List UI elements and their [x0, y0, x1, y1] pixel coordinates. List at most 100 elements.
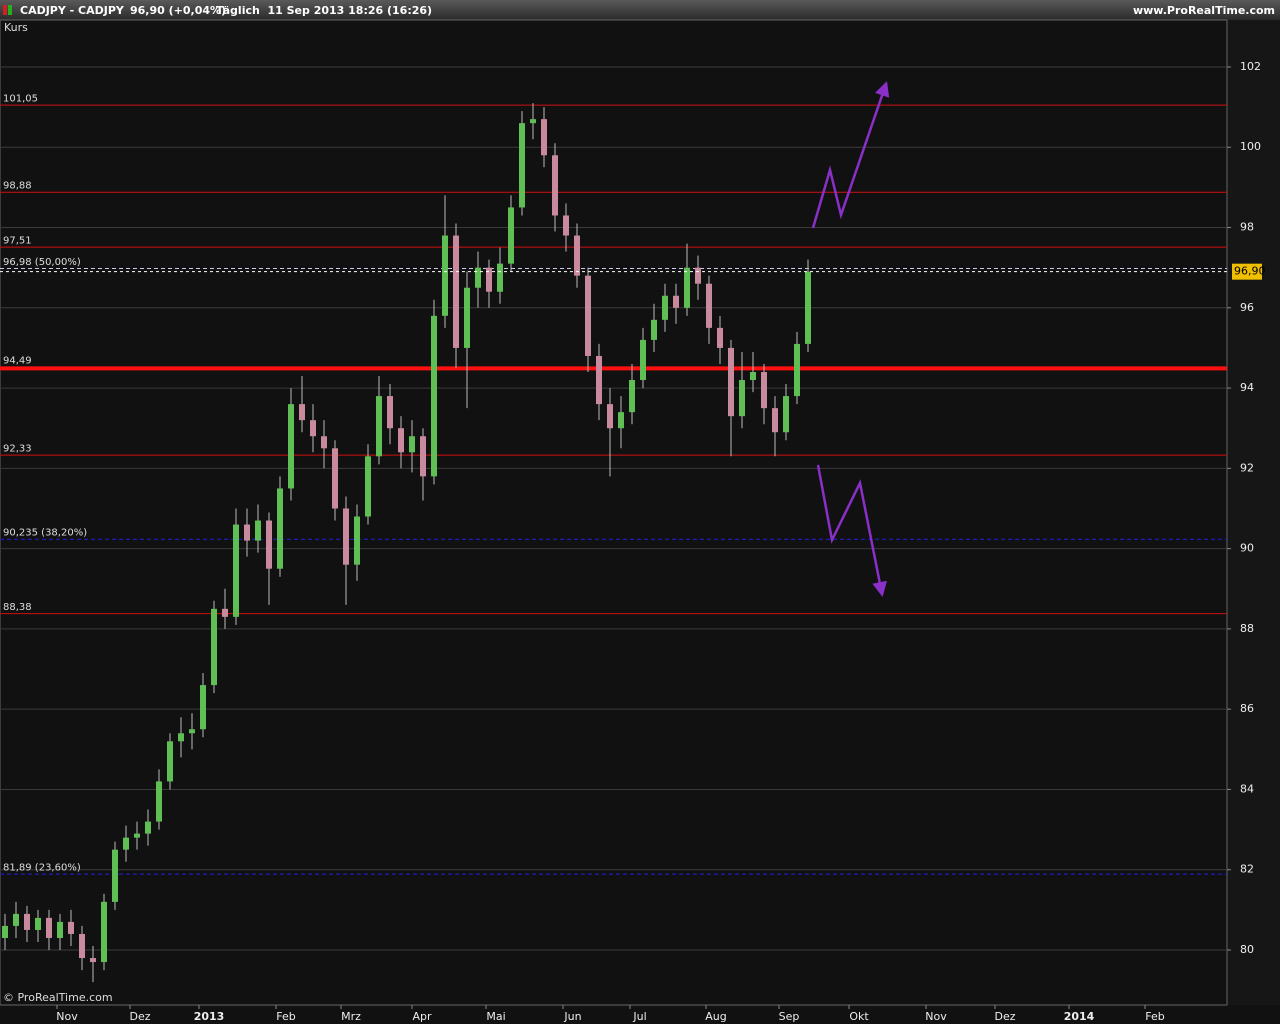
candle-body [673, 295, 679, 308]
period: Täglich 11 Sep 2013 18:26 (16:26) [216, 4, 432, 17]
candle-body [46, 917, 52, 938]
candle-body [453, 235, 459, 348]
candle-body [112, 849, 118, 902]
candle-body [57, 921, 63, 938]
x-tick-label: Jul [632, 1010, 646, 1023]
plot-area [0, 19, 1228, 1006]
candle-body [189, 729, 195, 734]
candle-body [464, 287, 470, 348]
level-label: 92,33 [3, 444, 32, 455]
candle-body [739, 380, 745, 417]
candle-body [299, 404, 305, 421]
symbol: CADJPY - CADJPY [20, 4, 125, 17]
y-tick-label: 80 [1240, 943, 1254, 956]
candle-body [354, 516, 360, 565]
candle-body [68, 921, 74, 934]
candle-body [178, 733, 184, 742]
candle-body [310, 420, 316, 437]
candle-body [2, 925, 8, 938]
candle-body [574, 235, 580, 276]
x-tick-label: 2014 [1064, 1010, 1095, 1023]
candle-body [519, 123, 525, 208]
source: www.ProRealTime.com [1133, 4, 1275, 17]
candle-body [552, 155, 558, 216]
y-tick-label: 92 [1240, 461, 1254, 474]
candle-body [618, 412, 624, 429]
x-tick-label: Apr [412, 1010, 432, 1023]
arrow-down [816, 464, 888, 597]
candle-body [640, 339, 646, 381]
copyright: © ProRealTime.com [3, 991, 113, 1004]
x-tick-label: 2013 [194, 1010, 225, 1023]
candle-body [255, 520, 261, 541]
candle-body [706, 283, 712, 328]
x-tick-label: Mrz [341, 1010, 361, 1023]
y-tick-label: 88 [1240, 622, 1254, 635]
y-tick-label: 84 [1240, 782, 1254, 795]
candle-body [684, 267, 690, 308]
candle-body [662, 295, 668, 320]
y-tick-label: 100 [1240, 140, 1261, 153]
x-tick-label: Dez [994, 1010, 1015, 1023]
y-axis-title: Kurs [4, 21, 28, 34]
candle-body [101, 901, 107, 963]
last-price-label: 96,90 [1234, 265, 1266, 278]
candle-body [222, 608, 228, 617]
x-tick-label: Nov [56, 1010, 78, 1023]
candle-body [497, 263, 503, 292]
candle-body [167, 741, 173, 782]
x-tick-label: Sep [779, 1010, 800, 1023]
candle-body [805, 271, 811, 344]
candle-body [695, 267, 701, 284]
header-bar [0, 0, 1280, 20]
candle-body [79, 933, 85, 959]
candle-body [541, 119, 547, 156]
candle-body [332, 448, 338, 509]
candle-body [90, 958, 96, 963]
candle-body [123, 837, 129, 850]
y-tick-label: 90 [1240, 542, 1254, 555]
candle-body [629, 380, 635, 413]
candle-body [387, 396, 393, 429]
x-tick-label: Feb [276, 1010, 295, 1023]
candle-body [794, 343, 800, 397]
y-tick-label: 86 [1240, 702, 1254, 715]
candle-body [750, 372, 756, 381]
candle-body [761, 372, 767, 409]
x-tick-label: Mai [486, 1010, 505, 1023]
level-label: 90,235 (38,20%) [3, 528, 87, 539]
candle-body [244, 524, 250, 541]
candle-body [376, 396, 382, 457]
candle-body [783, 396, 789, 433]
y-tick-label: 96 [1240, 301, 1254, 314]
level-label: 94,49 [3, 355, 32, 366]
candle-body [563, 215, 569, 236]
candle-body [728, 347, 734, 417]
level-label: 88,38 [3, 602, 32, 613]
candle-body [651, 319, 657, 340]
candle-body [266, 520, 272, 569]
candle-body [442, 235, 448, 316]
candle-body [420, 436, 426, 477]
level-label: 81,89 (23,60%) [3, 863, 81, 874]
candle-body [486, 267, 492, 292]
candle-body [156, 781, 162, 822]
candle-body [365, 456, 371, 517]
icon [3, 5, 7, 15]
icon [8, 5, 12, 15]
x-tick-label: Dez [129, 1010, 150, 1023]
candle-body [772, 408, 778, 433]
x-tick-label: Okt [849, 1010, 869, 1023]
candle-body [145, 821, 151, 834]
candle-body [13, 913, 19, 926]
candle-body [200, 685, 206, 730]
y-tick-label: 102 [1240, 60, 1261, 73]
level-label: 101,05 [3, 94, 38, 105]
candle-body [475, 267, 481, 288]
candle-body [134, 833, 140, 838]
candle-body [398, 428, 404, 453]
last-price-box [1232, 263, 1262, 280]
candle-body [277, 488, 283, 569]
y-tick-label: 94 [1240, 381, 1254, 394]
